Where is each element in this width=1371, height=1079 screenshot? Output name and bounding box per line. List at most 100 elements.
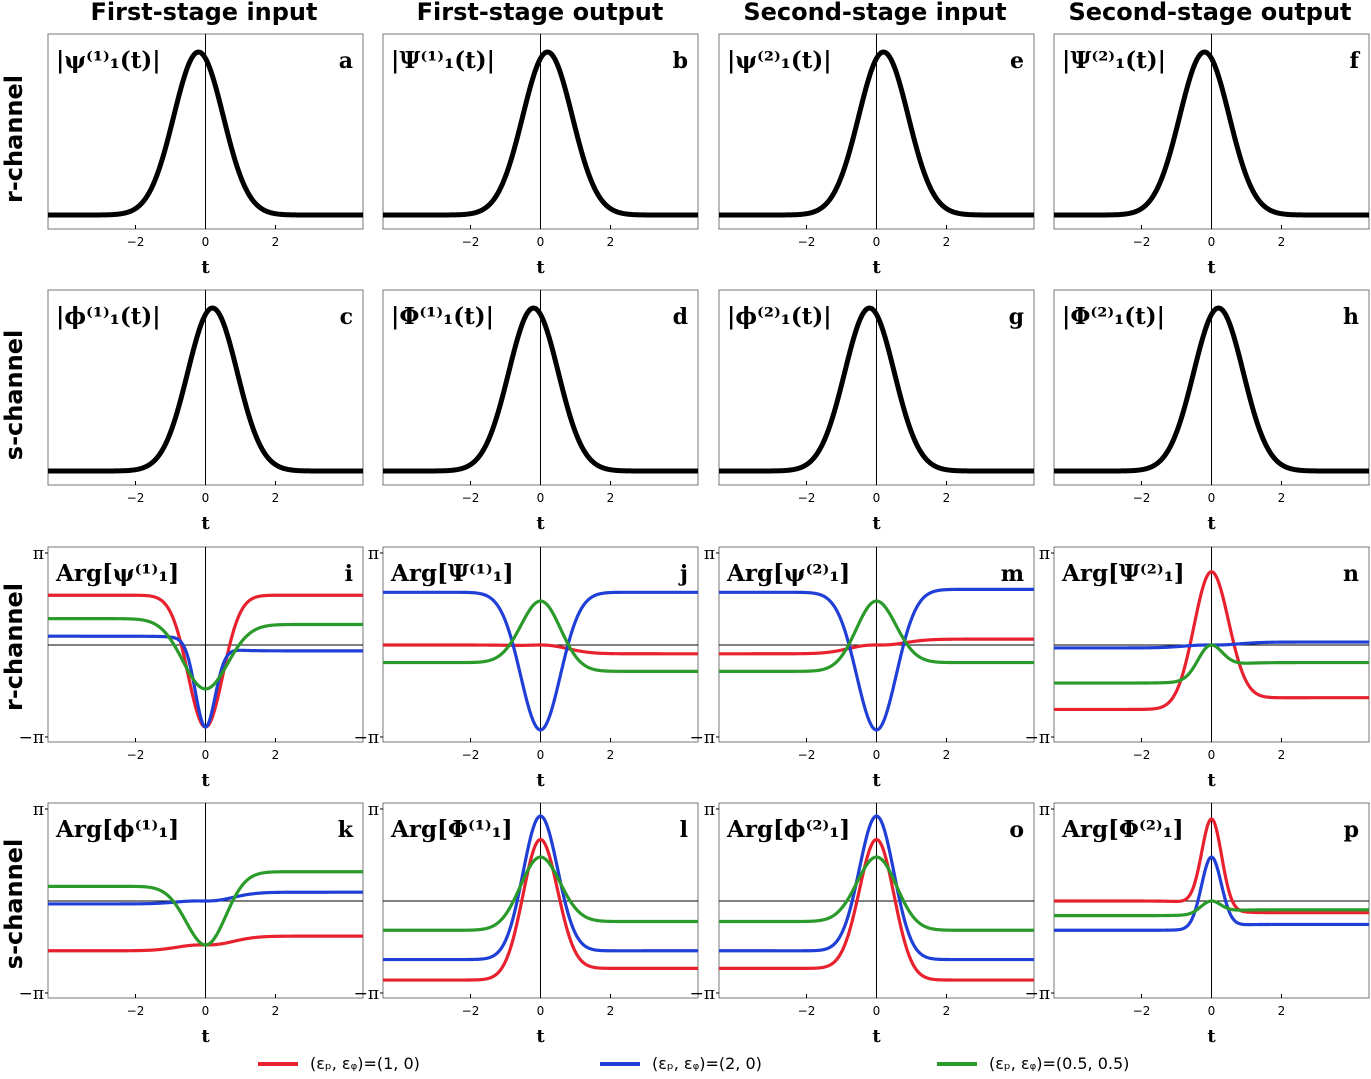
xtick-label: 2 (1278, 1004, 1286, 1018)
column-title: Second-stage output (1068, 0, 1351, 26)
legend-item: (εₚ, εᵩ)=(2, 0) (600, 1054, 762, 1073)
xtick-label: 0 (202, 748, 210, 762)
xtick-label: 2 (607, 491, 615, 505)
series-line-blue (48, 634, 363, 729)
ytick-label-minus-pi: −π (19, 984, 44, 1004)
series-line-red (719, 637, 1034, 656)
series-line-green (719, 599, 1034, 673)
panel-title: Arg[ψ⁽¹⁾₁] (55, 560, 179, 587)
xtick-label: −2 (1133, 748, 1151, 762)
series-line-blue (383, 590, 698, 732)
ytick-label-minus-pi: −π (690, 984, 715, 1004)
series-line-red (1054, 570, 1369, 712)
panel-letter: o (1009, 817, 1024, 843)
column-title: First-stage output (417, 0, 664, 26)
series-line-red (719, 837, 1034, 982)
panel-f: −2 0 2 t |Ψ⁽²⁾₁(t)| f (1052, 33, 1371, 278)
panel-letter: g (1009, 304, 1024, 330)
series-line-blue (383, 814, 698, 962)
panel-g: −2 0 2 t |ϕ⁽²⁾₁(t)| g (717, 289, 1036, 534)
ytick-label-pi: π (704, 800, 715, 820)
ytick-label-minus-pi: −π (1025, 728, 1050, 748)
panel-letter: a (339, 48, 353, 74)
row-title: s-channel (0, 839, 28, 969)
x-axis-label: t (201, 1026, 210, 1047)
panel-b: −2 0 2 t |Ψ⁽¹⁾₁(t)| b (381, 33, 700, 278)
series-line-blue (48, 890, 363, 906)
panel-c: −2 0 2 t |ϕ⁽¹⁾₁(t)| c (46, 289, 365, 534)
panel-d: −2 0 2 t |Φ⁽¹⁾₁(t)| d (381, 289, 700, 534)
panel-o: π −π −2 0 2 t Arg[ϕ⁽²⁾₁] o (690, 800, 1035, 1047)
panel-title: Arg[Ψ⁽¹⁾₁] (390, 560, 514, 587)
xtick-label: −2 (1133, 1004, 1151, 1018)
panel-letter: i (345, 561, 353, 587)
panel-letter: h (1343, 304, 1359, 330)
panel-title: Arg[Φ⁽²⁾₁] (1061, 816, 1184, 843)
legend-item: (εₚ, εᵩ)=(1, 0) (258, 1054, 420, 1073)
xtick-label: 0 (1208, 235, 1216, 249)
xtick-label: −2 (127, 491, 145, 505)
series-line-red (383, 837, 698, 982)
xtick-label: 0 (537, 748, 545, 762)
legend-label: (εₚ, εᵩ)=(1, 0) (310, 1054, 420, 1073)
xtick-label: −2 (127, 235, 145, 249)
xtick-label: 2 (1278, 748, 1286, 762)
xtick-label: 2 (943, 1004, 951, 1018)
x-axis-label: t (1207, 513, 1216, 534)
ytick-label-minus-pi: −π (1025, 984, 1050, 1004)
panel-letter: c (340, 304, 353, 330)
xtick-label: −2 (462, 748, 480, 762)
panel-letter: e (1010, 48, 1024, 74)
xtick-label: 2 (943, 491, 951, 505)
ytick-label-pi: π (368, 800, 379, 820)
magnitude-curve (717, 305, 1036, 474)
panel-title: |ϕ⁽²⁾₁(t)| (727, 303, 832, 330)
panel-title: |Ψ⁽¹⁾₁(t)| (391, 47, 495, 74)
series-line-green (1054, 643, 1369, 685)
xtick-label: −2 (798, 235, 816, 249)
xtick-label: 2 (607, 748, 615, 762)
xtick-label: 2 (943, 748, 951, 762)
xtick-label: 0 (1208, 491, 1216, 505)
series-line-green (48, 617, 363, 691)
series-line-green (383, 855, 698, 932)
magnitude-curve (46, 49, 365, 218)
xtick-label: 2 (607, 1004, 615, 1018)
panel-title: Arg[ϕ⁽²⁾₁] (726, 816, 850, 843)
panel-title: Arg[Φ⁽¹⁾₁] (390, 816, 513, 843)
x-axis-label: t (536, 770, 545, 791)
x-axis-label: t (201, 770, 210, 791)
xtick-label: 2 (1278, 235, 1286, 249)
x-axis-label: t (201, 257, 210, 278)
column-title: First-stage input (91, 0, 318, 26)
xtick-label: 0 (873, 748, 881, 762)
magnitude-curve (46, 305, 365, 474)
panel-i: π −π −2 0 2 t Arg[ψ⁽¹⁾₁] i (19, 544, 364, 791)
panel-title: |ϕ⁽¹⁾₁(t)| (56, 303, 161, 330)
xtick-label: 0 (873, 491, 881, 505)
panel-letter: n (1343, 561, 1359, 587)
x-axis-label: t (536, 513, 545, 534)
legend-label: (εₚ, εᵩ)=(0.5, 0.5) (989, 1054, 1129, 1073)
xtick-label: −2 (798, 491, 816, 505)
magnitude-curve (381, 49, 700, 218)
row-title: r-channel (0, 583, 28, 711)
panel-e: −2 0 2 t |ψ⁽²⁾₁(t)| e (717, 33, 1036, 278)
ytick-label-pi: π (704, 544, 715, 564)
panel-letter: p (1344, 817, 1359, 843)
series-line-blue (719, 587, 1034, 732)
xtick-label: −2 (462, 491, 480, 505)
panel-letter: d (673, 304, 688, 330)
xtick-label: 0 (537, 235, 545, 249)
panel-title: |Φ⁽²⁾₁(t)| (1062, 303, 1165, 330)
legend-label: (εₚ, εᵩ)=(2, 0) (652, 1054, 762, 1073)
ytick-label-pi: π (33, 544, 44, 564)
panel-letter: j (678, 561, 688, 587)
panel-p: π −π −2 0 2 t Arg[Φ⁽²⁾₁] p (1025, 800, 1370, 1047)
x-axis-label: t (536, 1026, 545, 1047)
x-axis-label: t (1207, 770, 1216, 791)
xtick-label: 0 (537, 491, 545, 505)
row-title: s-channel (0, 330, 28, 460)
panel-title: |ψ⁽¹⁾₁(t)| (56, 47, 161, 74)
